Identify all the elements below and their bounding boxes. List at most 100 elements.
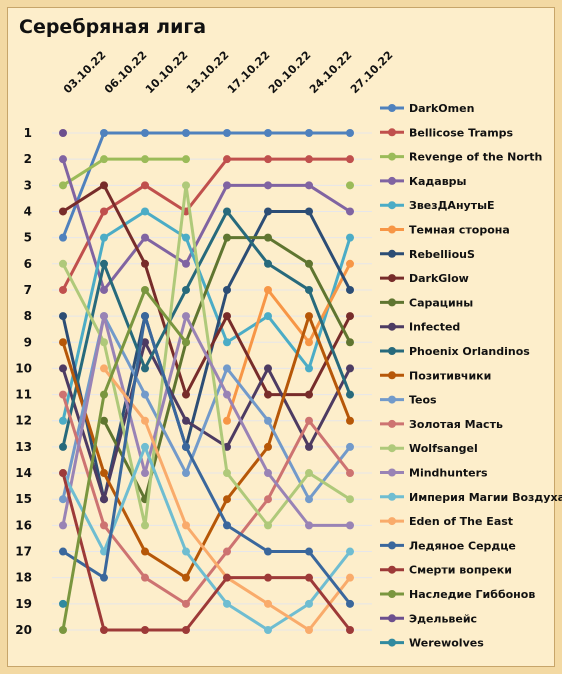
legend-label: Wolfsangel (409, 442, 478, 455)
data-point (346, 495, 354, 504)
data-point (346, 390, 354, 399)
data-point (264, 207, 272, 216)
legend-label: ЗвезДАнутыЕ (409, 199, 495, 212)
data-point (305, 364, 313, 373)
data-point (305, 469, 313, 478)
data-point (141, 181, 149, 190)
data-point (264, 573, 272, 582)
data-point (182, 547, 190, 556)
data-point (182, 181, 190, 190)
data-point (223, 416, 231, 425)
legend-marker (388, 565, 396, 574)
legend-marker (388, 347, 396, 355)
data-point (182, 469, 190, 478)
legend-item: Wolfsangel (380, 442, 478, 455)
series-path (61, 183, 351, 527)
data-point (141, 285, 149, 294)
data-point (264, 469, 272, 478)
data-point (141, 547, 149, 556)
x-tick-label: 10.10.22 (143, 49, 191, 97)
data-point (182, 155, 190, 164)
data-point (264, 547, 272, 556)
y-tick-label: 3 (24, 178, 32, 192)
data-point (305, 573, 313, 582)
data-point (100, 155, 108, 164)
x-tick-label: 06.10.22 (102, 49, 150, 97)
data-point (59, 312, 67, 321)
series-line (59, 129, 67, 137)
data-point (182, 442, 190, 451)
series-path (62, 314, 352, 605)
legend-label: Кадавры (409, 175, 467, 188)
data-point (264, 599, 272, 608)
data-point (346, 442, 354, 451)
data-point (59, 390, 67, 399)
data-point (182, 233, 190, 242)
data-point (59, 364, 67, 373)
data-point (100, 390, 108, 399)
series-path (61, 288, 188, 631)
legend-marker (388, 541, 396, 550)
data-point (182, 338, 190, 347)
data-point (264, 521, 272, 530)
data-point (346, 547, 354, 556)
data-point (223, 521, 231, 530)
x-axis-ticks: 03.10.2206.10.2210.10.2213.10.2217.10.22… (61, 49, 396, 97)
y-tick-label: 5 (24, 231, 32, 245)
data-point (59, 521, 67, 530)
legend-item: Eden of The East (380, 515, 513, 528)
data-point (305, 626, 313, 634)
x-tick-label: 24.10.22 (307, 49, 355, 97)
data-point (264, 259, 272, 268)
legend-label: Золотая Масть (409, 418, 503, 431)
data-point (59, 155, 67, 164)
series-path (62, 157, 186, 187)
data-point (305, 390, 313, 399)
legend-item: Эдельвейс (380, 612, 477, 625)
y-tick-label: 1 (24, 126, 32, 140)
legend-item: Позитивчики (380, 369, 491, 382)
data-point (346, 573, 354, 582)
data-point (346, 521, 354, 530)
data-point (305, 129, 313, 137)
series-line (59, 155, 354, 190)
legend-item: Ледяное Сердце (380, 539, 516, 552)
legend-item: Золотая Масть (380, 418, 503, 431)
series-line (59, 129, 354, 242)
legend-label: DarkGlow (409, 272, 469, 285)
data-point (100, 129, 108, 137)
data-point (100, 233, 108, 242)
data-point (182, 129, 190, 137)
data-point (141, 129, 149, 137)
data-point (305, 442, 313, 451)
legend-marker (388, 298, 396, 307)
data-point (346, 626, 354, 634)
data-point (141, 233, 149, 242)
data-point (59, 442, 67, 451)
data-point (223, 338, 231, 347)
data-point (100, 416, 108, 425)
data-point (100, 495, 108, 504)
data-point (305, 416, 313, 425)
data-point (223, 573, 231, 582)
y-tick-label: 10 (15, 361, 32, 375)
data-point (223, 312, 231, 321)
data-point (223, 547, 231, 556)
data-point (59, 495, 67, 504)
series-line (59, 207, 354, 451)
y-tick-label: 17 (15, 545, 32, 559)
legend-label: Revenge of the North (409, 151, 542, 164)
legend-label: Эдельвейс (409, 612, 477, 625)
data-point (346, 207, 354, 216)
data-point (100, 259, 108, 268)
data-point (223, 129, 231, 137)
data-point (264, 364, 272, 373)
data-point (141, 155, 149, 164)
data-point (100, 521, 108, 530)
series-path (61, 314, 352, 501)
y-tick-label: 15 (15, 492, 32, 506)
data-point (305, 521, 313, 530)
legend-item: DarkOmen (380, 102, 474, 115)
legend-item: Werewolves (380, 637, 484, 650)
legend-item: RebelliouS (380, 248, 475, 261)
